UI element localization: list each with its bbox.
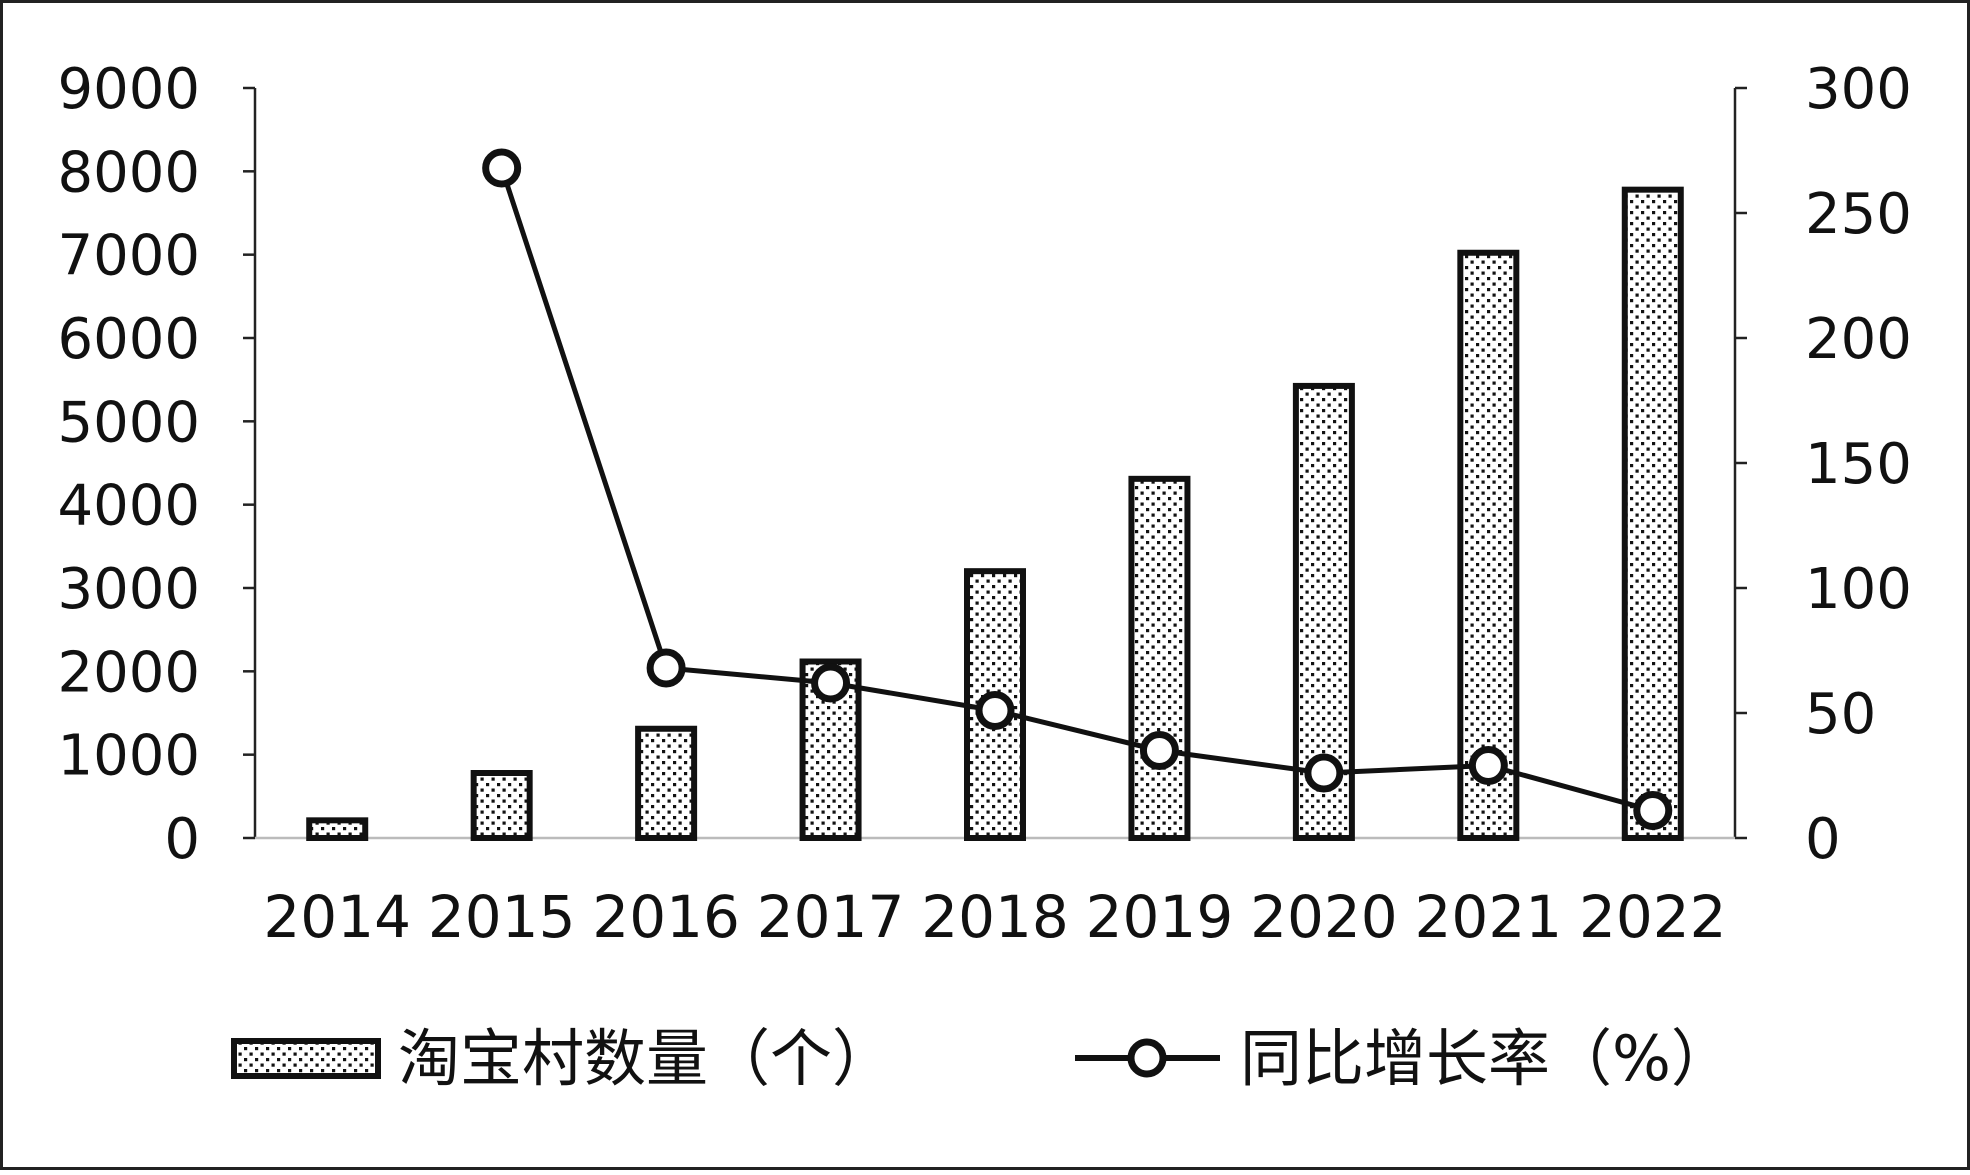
line-point <box>482 148 522 188</box>
left-tick-label: 1000 <box>57 724 200 789</box>
bar <box>1621 186 1684 841</box>
legend: 淘宝村数量（个） 同比增长率（%） <box>231 1022 1733 1095</box>
line-point <box>1633 791 1673 830</box>
right-tick-label: 150 <box>1805 432 1912 497</box>
bar <box>1457 249 1520 841</box>
line-point <box>646 648 686 688</box>
x-tick-label: 2022 <box>1579 883 1727 951</box>
left-tick-label: 9000 <box>57 57 200 122</box>
x-tick-label: 2019 <box>1086 883 1234 951</box>
bar <box>635 725 698 841</box>
x-tick-label: 2014 <box>263 883 411 951</box>
legend-line-marker <box>1127 1038 1167 1078</box>
bar <box>306 817 369 841</box>
left-tick-label: 7000 <box>57 224 200 289</box>
line-point <box>1468 746 1508 785</box>
tick-labels: 0 1000 2000 3000 4000 5000 6000 7000 8000 9000 0 50… <box>57 57 1911 951</box>
x-tick-label: 2017 <box>757 883 905 951</box>
left-tick-label: 3000 <box>57 557 200 622</box>
line-point <box>1139 731 1179 770</box>
right-tick-label: 200 <box>1805 307 1912 372</box>
legend-line-label: 同比增长率（%） <box>1240 1022 1733 1095</box>
right-tick-label: 100 <box>1805 557 1912 622</box>
right-tick-label: 0 <box>1805 807 1841 872</box>
x-tick-label: 2018 <box>921 883 1069 951</box>
growth-line <box>499 167 1654 813</box>
bar <box>1128 475 1191 841</box>
left-tick-label: 2000 <box>57 640 200 705</box>
line-series <box>482 148 1673 830</box>
line-point <box>975 691 1015 730</box>
right-tick-label: 300 <box>1805 57 1912 122</box>
bar <box>470 770 533 841</box>
x-tick-label: 2020 <box>1250 883 1398 951</box>
legend-bar-label: 淘宝村数量（个） <box>398 1022 894 1095</box>
x-tick-label: 2016 <box>592 883 740 951</box>
left-tick-label: 5000 <box>57 390 200 455</box>
left-tick-label: 8000 <box>57 140 200 205</box>
x-tick-label: 2015 <box>428 883 576 951</box>
left-tick-label: 6000 <box>57 307 200 372</box>
left-tick-label: 0 <box>164 807 200 872</box>
legend-bar-swatch <box>231 1038 381 1079</box>
bar-series <box>306 186 1684 842</box>
line-point <box>1304 753 1344 793</box>
right-tick-label: 50 <box>1805 682 1876 747</box>
x-tick-label: 2021 <box>1415 883 1563 951</box>
left-tick-label: 4000 <box>57 474 200 539</box>
line-point <box>811 663 851 703</box>
right-tick-label: 250 <box>1805 182 1912 247</box>
